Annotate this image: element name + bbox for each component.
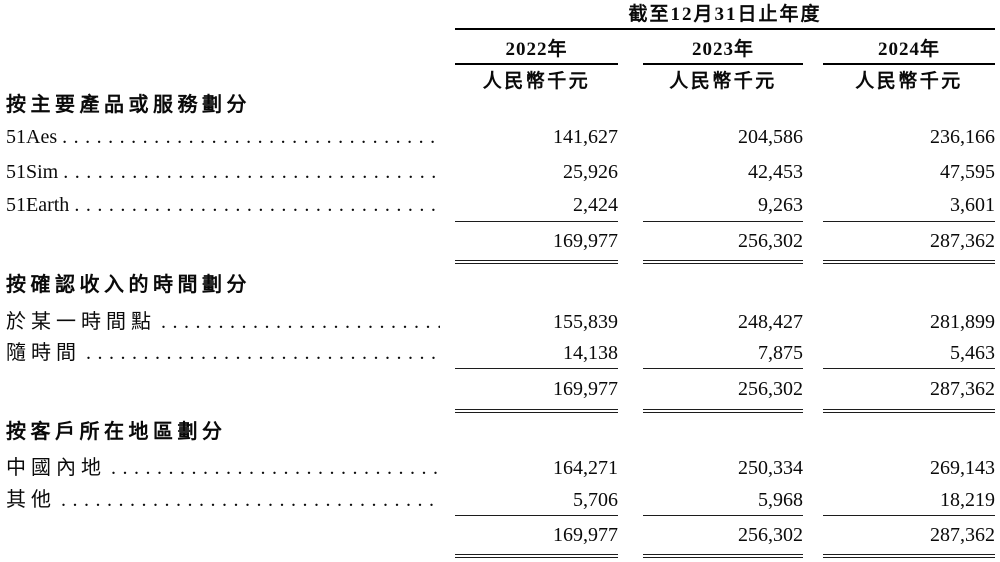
dot-leader bbox=[161, 312, 440, 332]
double-rule bbox=[455, 409, 1000, 413]
section-title: 按確認收入的時間劃分 bbox=[6, 274, 251, 296]
table-row: 中國內地 164,271 250,334 269,143 bbox=[0, 451, 1000, 484]
total-cell: 169,977 bbox=[553, 230, 618, 252]
value-cell: 248,427 bbox=[738, 311, 803, 333]
section-title: 按主要產品或服務劃分 bbox=[6, 94, 251, 116]
row-label-cell: 中國內地 bbox=[0, 458, 440, 478]
value-cell: 25,926 bbox=[563, 160, 618, 183]
value-cell: 14,138 bbox=[563, 342, 618, 364]
year-header-2022: 2022年 bbox=[455, 30, 618, 65]
table-row: 於某一時間點 155,839 248,427 281,899 bbox=[0, 306, 1000, 338]
subtotal-rule bbox=[455, 368, 1000, 369]
unit-header: 人民幣千元 bbox=[669, 71, 777, 92]
period-header: 截至12月31日止年度 bbox=[455, 0, 995, 30]
value-cell: 236,166 bbox=[930, 125, 995, 148]
value-cell: 42,453 bbox=[748, 160, 803, 183]
dot-leader bbox=[74, 195, 440, 215]
year-header-row: 2022年 2023年 2024年 bbox=[455, 30, 1000, 65]
value-cell: 5,968 bbox=[758, 488, 803, 511]
dot-leader bbox=[86, 343, 440, 363]
section-title: 按客戶所在地區劃分 bbox=[6, 421, 227, 443]
year-header-2023: 2023年 bbox=[643, 30, 803, 65]
row-label: 隨時間 bbox=[6, 342, 81, 364]
subtotal-rule bbox=[455, 221, 1000, 222]
table-row: 51Aes 141,627 204,586 236,166 bbox=[0, 119, 1000, 154]
total-cell: 169,977 bbox=[553, 524, 618, 546]
value-cell: 18,219 bbox=[940, 488, 995, 511]
row-label: 於某一時間點 bbox=[6, 311, 156, 333]
row-label-cell: 其他 bbox=[0, 490, 440, 510]
total-row: 169,977 256,302 287,362 bbox=[0, 222, 1000, 260]
row-label-cell: 於某一時間點 bbox=[0, 312, 440, 332]
table-row: 其他 5,706 5,968 18,219 bbox=[0, 484, 1000, 515]
value-cell: 5,706 bbox=[573, 488, 618, 511]
total-row: 169,977 256,302 287,362 bbox=[0, 516, 1000, 554]
value-cell: 250,334 bbox=[738, 456, 803, 479]
value-cell: 281,899 bbox=[930, 311, 995, 333]
total-cell: 169,977 bbox=[553, 378, 618, 400]
dot-leader bbox=[61, 490, 440, 510]
value-cell: 141,627 bbox=[553, 125, 618, 148]
value-cell: 3,601 bbox=[950, 194, 995, 216]
dot-leader bbox=[111, 458, 440, 478]
value-cell: 7,875 bbox=[758, 342, 803, 364]
total-cell: 256,302 bbox=[738, 524, 803, 546]
unit-header: 人民幣千元 bbox=[855, 71, 963, 92]
unit-header-row: 人民幣千元 人民幣千元 人民幣千元 bbox=[455, 65, 1000, 91]
value-cell: 2,424 bbox=[573, 194, 618, 216]
value-cell: 9,263 bbox=[758, 194, 803, 216]
value-cell: 5,463 bbox=[950, 342, 995, 364]
dot-leader bbox=[63, 162, 440, 182]
unit-header: 人民幣千元 bbox=[482, 71, 591, 92]
total-row: 169,977 256,302 287,362 bbox=[0, 369, 1000, 409]
double-rule bbox=[455, 260, 1000, 264]
row-label: 中國內地 bbox=[6, 456, 106, 479]
row-label-cell: 51Earth bbox=[0, 195, 440, 215]
value-cell: 155,839 bbox=[553, 311, 618, 333]
value-cell: 204,586 bbox=[738, 125, 803, 148]
dot-leader bbox=[62, 127, 440, 147]
value-cell: 164,271 bbox=[553, 456, 618, 479]
value-cell: 47,595 bbox=[940, 160, 995, 183]
total-cell: 256,302 bbox=[738, 378, 803, 400]
total-cell: 287,362 bbox=[930, 230, 995, 252]
row-label-cell: 51Sim bbox=[0, 162, 440, 182]
row-label: 51Earth bbox=[6, 194, 70, 216]
subtotal-rule bbox=[455, 515, 1000, 516]
table-row: 51Sim 25,926 42,453 47,595 bbox=[0, 154, 1000, 189]
double-rule bbox=[455, 554, 1000, 558]
table-row: 隨時間 14,138 7,875 5,463 bbox=[0, 338, 1000, 368]
row-label: 51Aes bbox=[6, 125, 58, 148]
value-cell: 269,143 bbox=[930, 456, 995, 479]
total-cell: 256,302 bbox=[738, 230, 803, 252]
row-label-cell: 隨時間 bbox=[0, 343, 440, 363]
total-cell: 287,362 bbox=[930, 524, 995, 546]
year-header-2024: 2024年 bbox=[823, 30, 995, 65]
row-label: 51Sim bbox=[6, 160, 59, 183]
row-label: 其他 bbox=[6, 488, 56, 511]
row-label-cell: 51Aes bbox=[0, 127, 440, 147]
table-row: 51Earth 2,424 9,263 3,601 bbox=[0, 189, 1000, 221]
total-cell: 287,362 bbox=[930, 378, 995, 400]
